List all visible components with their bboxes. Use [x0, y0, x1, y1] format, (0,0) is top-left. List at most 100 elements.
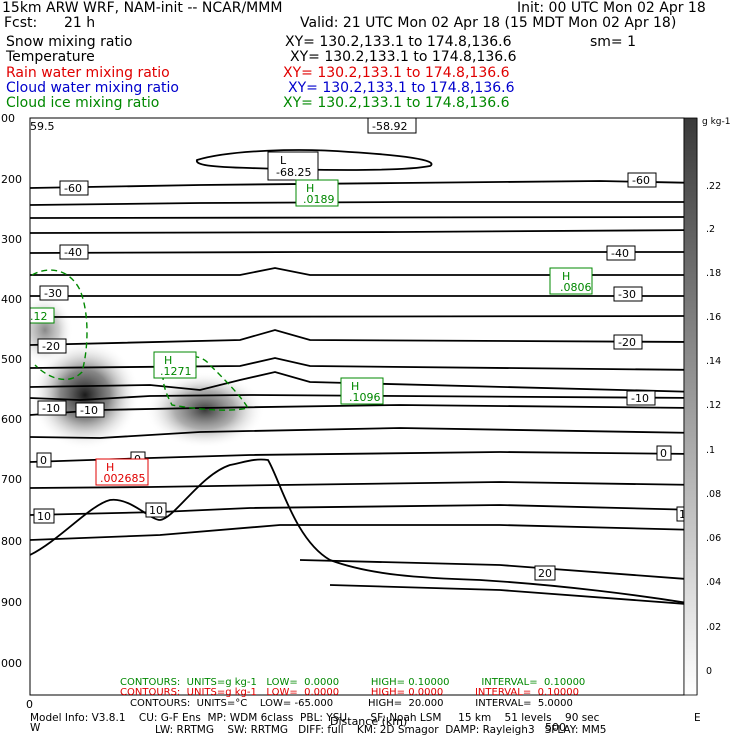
temp-label: 0: [660, 447, 667, 460]
colorbar-tick: .14: [706, 356, 721, 367]
label-box: 10: [676, 506, 693, 522]
svg-text:.002685: .002685: [100, 472, 146, 485]
y-tick-label: 800: [1, 535, 22, 548]
x-axis: 0 500 Distance (km): [26, 698, 566, 734]
field-name-cloudwater: Cloud water mixing ratio: [6, 80, 179, 96]
x-tick-label: 0: [26, 698, 33, 711]
field-name-cloudice: Cloud ice mixing ratio: [6, 95, 160, 111]
temp-label: -40: [611, 247, 629, 260]
svg-text:.0189: .0189: [303, 193, 335, 206]
header-title: 15km ARW WRF, NAM-init -- NCAR/MMM: [2, 0, 283, 16]
low-marker: L -68.25: [267, 151, 319, 181]
colorbar-unit: g kg-1: [702, 117, 730, 127]
svg-text:H: H: [164, 354, 172, 367]
label-box: -10: [75, 402, 105, 418]
svg-text:L: L: [280, 154, 287, 167]
label-box: -60: [627, 172, 657, 188]
west-label: W: [30, 722, 41, 734]
colorbar-tick: .16: [706, 312, 721, 323]
y-tick-label: 300: [1, 233, 22, 246]
high-marker: H .002685: [95, 458, 149, 486]
colorbar-tick: .22: [706, 181, 721, 192]
label-box: -10: [626, 390, 656, 406]
y-tick-label: 500: [1, 353, 22, 366]
temp-label: 0: [40, 454, 47, 467]
colorbar-tick: .06: [706, 533, 721, 544]
colorbar-tick: .04: [706, 577, 721, 588]
field-extra-snow: sm= 1: [590, 34, 637, 50]
svg-text:-68.25: -68.25: [276, 166, 311, 179]
colorbar-tick: .2: [706, 224, 715, 235]
y-tick-label: 400: [1, 293, 22, 306]
y-axis: 00 200 300 400 500 600 700 800 900 000: [1, 112, 22, 670]
temp-label: -10: [42, 402, 60, 415]
cloud-ice-contours: [31, 269, 250, 411]
label-box: -40: [59, 244, 89, 260]
header-fcst-label: Fcst:: [4, 15, 38, 31]
y-tick-label: 700: [1, 473, 22, 486]
contour-info-ice: CONTOURS: UNITS=g kg-1 LOW= 0.0000 HIGH=…: [120, 677, 586, 688]
y-tick-label: 00: [1, 112, 15, 125]
svg-text:H: H: [306, 182, 314, 195]
label-box: 0: [656, 445, 672, 461]
temp-label: -60: [632, 174, 650, 187]
colorbar-tick: .1: [706, 445, 715, 456]
field-xy-rain: XY= 130.2,133.1 to 174.8,136.6: [283, 65, 510, 81]
snow-max-3: [30, 295, 73, 365]
model-info: Model Info: V3.8.1 CU: G-F Ens MP: WDM 6…: [30, 712, 600, 724]
colorbar-tick: .12: [706, 400, 721, 411]
east-label: E: [694, 712, 701, 724]
label-box: -58.92: [367, 118, 417, 134]
label-box: 59.5: [30, 118, 55, 133]
high-marker: H .0189: [295, 179, 339, 207]
svg-text:H: H: [351, 380, 359, 393]
x-tick-label: 500: [545, 721, 566, 734]
label-box: -30: [613, 286, 643, 302]
temperature-contours: [30, 149, 684, 605]
label-box: 10: [145, 502, 167, 518]
temp-label: 10: [149, 504, 163, 517]
contour-info-temp: CONTOURS: UNITS=°C LOW= -65.000 HIGH= 20…: [130, 698, 573, 709]
temp-label: -58.92: [372, 120, 407, 133]
field-xy-cloudwater: XY= 130.2,133.1 to 174.8,136.6: [288, 80, 515, 96]
temp-label: -30: [618, 288, 636, 301]
header-fcst-value: 21 h: [64, 15, 96, 31]
ice-label-left: .12: [30, 307, 55, 324]
field-xy-temp: XY= 130.2,133.1 to 174.8,136.6: [290, 49, 517, 65]
label-box: -60: [59, 180, 89, 196]
colorbar-tick: .18: [706, 268, 721, 279]
svg-text:.0806: .0806: [560, 281, 592, 294]
svg-text:H: H: [562, 270, 570, 283]
x-axis-label: Distance (km): [330, 715, 407, 728]
y-tick-label: 200: [1, 173, 22, 186]
label-box: 20: [534, 565, 556, 581]
contour-info-rain: CONTOURS: UNITS=g kg-1 LOW= 0.0000 HIGH=…: [120, 687, 579, 698]
label-box: -20: [37, 338, 67, 354]
label-box: -30: [39, 285, 69, 301]
svg-text:.12: .12: [30, 310, 48, 323]
model-info-2: LW: RRTMG SW: RRTMG DIFF: full KM: 2D Sm…: [155, 724, 607, 736]
temp-label: -20: [618, 336, 636, 349]
y-tick-label: 900: [1, 596, 22, 609]
temp-label: 59.5: [30, 120, 55, 133]
label-box: -20: [613, 334, 643, 350]
header-valid: Valid: 21 UTC Mon 02 Apr 18 (15 MDT Mon …: [300, 15, 677, 31]
temp-label: -40: [64, 246, 82, 259]
header-init: Init: 00 UTC Mon 02 Apr 18: [517, 0, 706, 16]
label-box: 0: [36, 452, 52, 468]
high-marker: H .1271: [153, 351, 197, 379]
temp-label: -20: [42, 340, 60, 353]
terrain-profile: [30, 458, 684, 604]
temp-label: 10: [679, 508, 693, 521]
svg-text:.1271: .1271: [160, 365, 192, 378]
temp-label: -60: [64, 182, 82, 195]
temp-label: -10: [631, 392, 649, 405]
field-xy-snow: XY= 130.2,133.1 to 174.8,136.6: [285, 34, 512, 50]
svg-text:.1096: .1096: [349, 391, 381, 404]
high-marker: H .0806: [549, 267, 593, 295]
plot-area: -58.92 -60 -60 -40 -40 -30: [30, 118, 693, 605]
label-box: 10: [33, 508, 55, 524]
temp-label: -30: [44, 287, 62, 300]
colorbar-tick: 0: [706, 666, 712, 677]
field-name-rain: Rain water mixing ratio: [6, 65, 170, 81]
